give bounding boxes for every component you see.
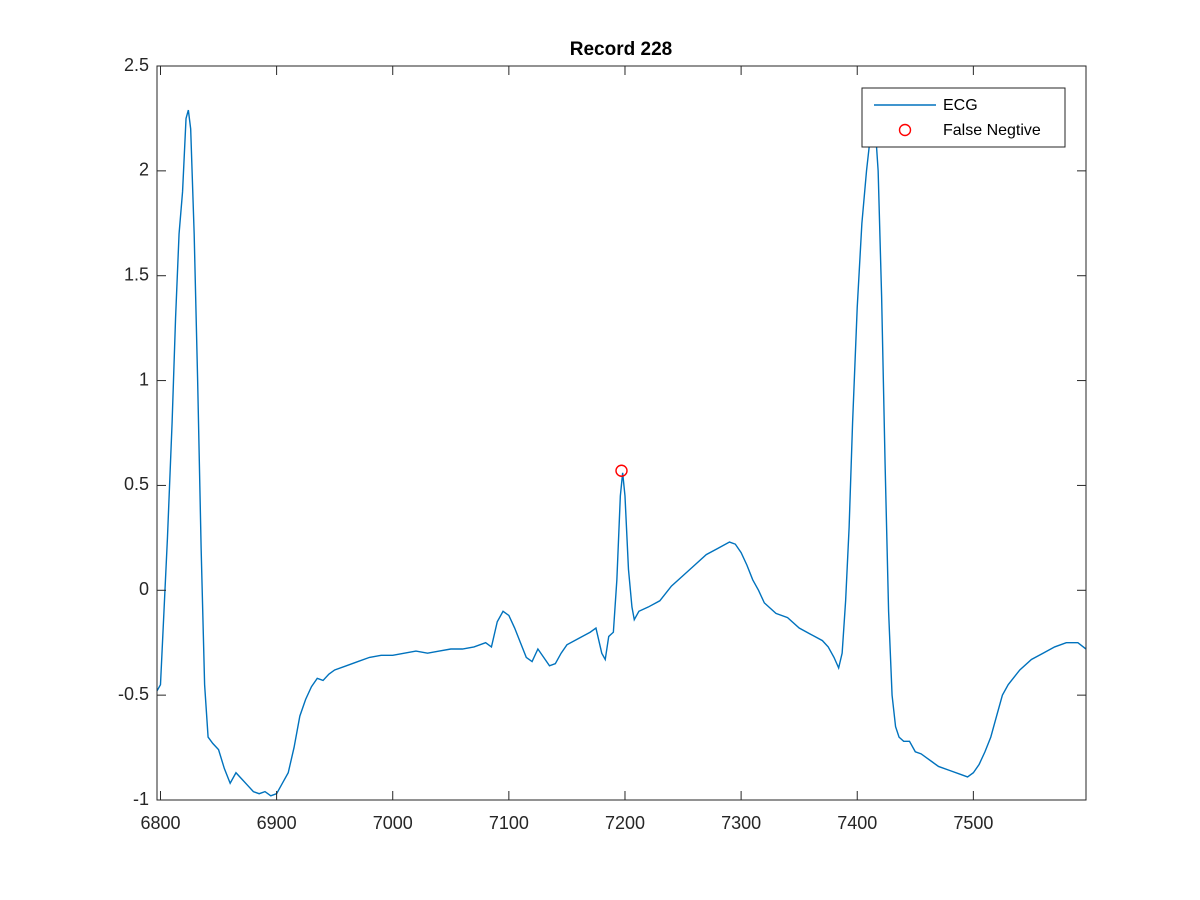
y-tick-label: 0.5 <box>124 474 149 494</box>
ecg-line <box>157 109 1086 797</box>
x-tick-label: 7200 <box>605 813 645 833</box>
y-tick-label: -0.5 <box>118 684 149 704</box>
y-tick-label: 1 <box>139 369 149 389</box>
marker <box>615 464 628 477</box>
legend-label: False Negtive <box>943 122 1041 139</box>
y-tick-label: 0 <box>139 579 149 599</box>
legend: ECG False Negtive <box>861 87 1066 148</box>
legend-swatch <box>898 123 912 137</box>
y-tick-label: -1 <box>133 789 149 809</box>
legend-label: ECG <box>943 97 978 114</box>
x-tick-label: 6800 <box>140 813 180 833</box>
legend-box <box>861 87 1066 148</box>
y-tick-label: 2 <box>139 160 149 180</box>
y-tick-label: 2.5 <box>124 55 149 75</box>
y-tick-label: 1.5 <box>124 264 149 284</box>
chart-title: Record 228 <box>570 39 672 60</box>
x-tick-label: 7400 <box>837 813 877 833</box>
plot-area <box>157 66 1086 800</box>
x-tick-label: 7000 <box>373 813 413 833</box>
series-group <box>157 109 1086 797</box>
x-tick-label: 7500 <box>953 813 993 833</box>
x-tick-label: 7100 <box>489 813 529 833</box>
axes-box <box>156 65 1087 801</box>
x-tick-label: 7300 <box>721 813 761 833</box>
x-tick-label: 6900 <box>257 813 297 833</box>
